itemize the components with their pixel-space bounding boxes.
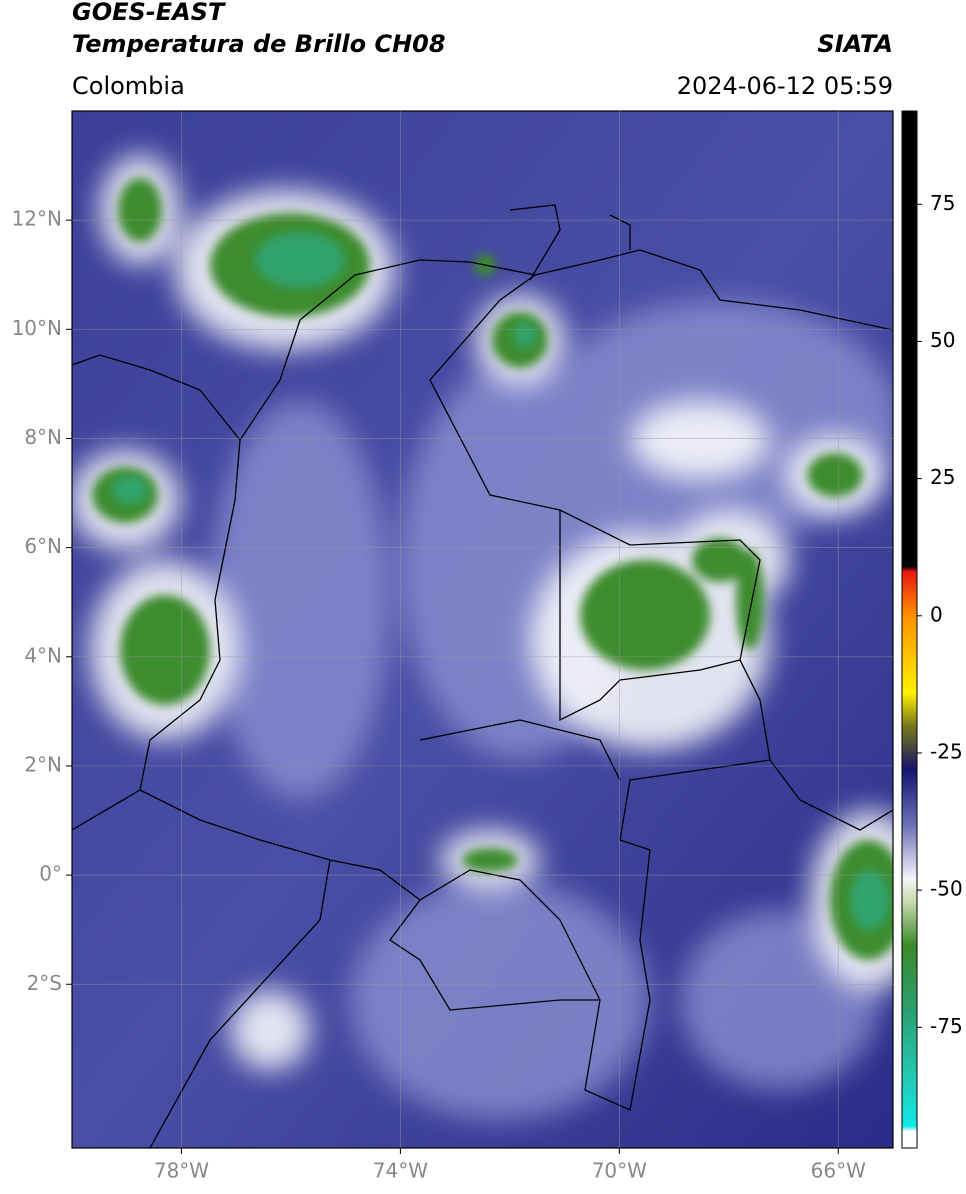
y-tick-label: 8°N: [24, 425, 62, 449]
colorbar-tick-label: -25: [930, 739, 963, 763]
x-tick-label: 66°W: [811, 1159, 866, 1183]
colorbar: [901, 110, 918, 1149]
x-tick-label: 70°W: [592, 1159, 647, 1183]
x-tick-label: 78°W: [154, 1159, 209, 1183]
x-tick-label: 74°W: [373, 1159, 428, 1183]
colorbar-tick-label: -75: [930, 1014, 963, 1038]
colorbar-tick-label: 25: [930, 465, 955, 489]
colorbar-tick-label: 50: [930, 328, 955, 352]
agency: SIATA: [817, 30, 893, 58]
colorbar-tick-label: -50: [930, 877, 963, 901]
y-tick-label: 2°N: [24, 752, 62, 776]
map-frame: [71, 110, 894, 1149]
colorbar-tick-label: 0: [930, 602, 943, 626]
y-tick-label: 0°: [39, 862, 62, 886]
y-tick-label: 12°N: [12, 207, 62, 231]
source: GOES-EAST: [72, 0, 226, 26]
title: Temperatura de Brillo CH08: [72, 30, 446, 58]
colorbar-tick-label: 75: [930, 191, 955, 215]
region: Colombia: [72, 72, 185, 100]
y-tick-label: 6°N: [24, 534, 62, 558]
borders: [72, 204, 893, 1148]
y-tick-label: 2°S: [27, 971, 62, 995]
datetime: 2024-06-12 05:59: [677, 72, 893, 100]
satellite-image: [72, 111, 893, 1148]
y-tick-label: 10°N: [12, 316, 62, 340]
y-tick-label: 4°N: [24, 643, 62, 667]
